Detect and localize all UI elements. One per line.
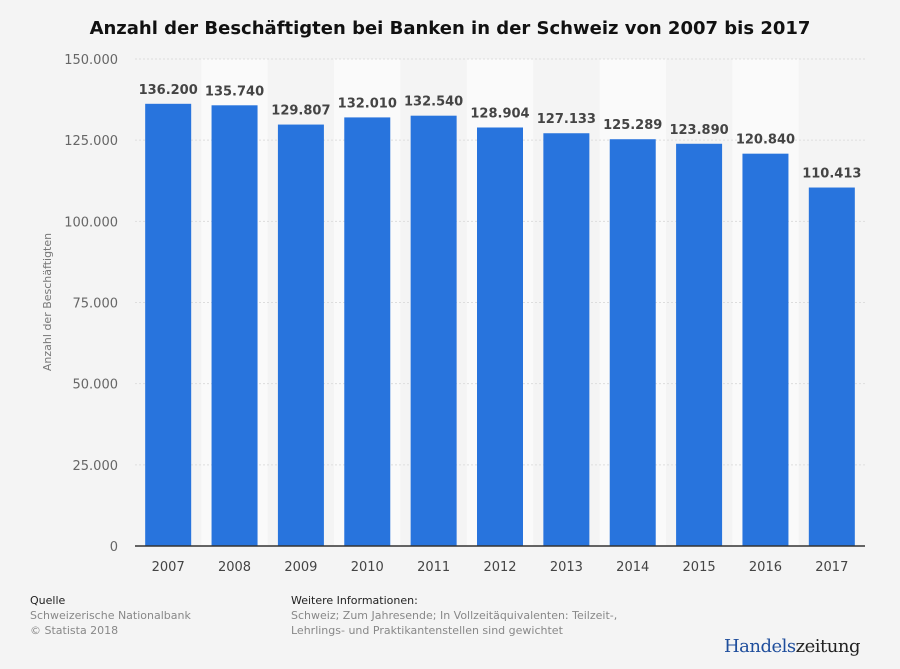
bar [543,133,590,547]
y-tick-label: 75.000 [73,297,119,312]
info-heading: Weitere Informationen: [291,594,418,607]
source-block: Quelle Schweizerische Nationalbank © Sta… [30,593,191,638]
data-label: 123.890 [669,123,728,138]
bar [211,105,258,546]
data-label: 125.289 [603,118,662,133]
x-tick-label: 2014 [616,560,649,575]
data-label: 120.840 [736,133,795,148]
data-label: 135.740 [205,84,264,99]
x-tick-label: 2010 [351,560,384,575]
x-tick-label: 2015 [683,560,716,575]
data-label: 129.807 [271,104,330,119]
y-tick-label: 125.000 [64,134,118,149]
x-tick-label: 2012 [483,560,516,575]
data-label: 110.413 [802,167,861,182]
bar [742,153,789,547]
info-line: Schweiz; Zum Jahresende; In Vollzeitäqui… [291,609,618,622]
chart-title: Anzahl der Beschäftigten bei Banken in d… [89,18,811,39]
copyright-line: © Statista 2018 [30,624,119,637]
data-label: 128.904 [470,106,529,121]
bar [410,115,457,546]
y-tick-label: 150.000 [64,53,118,68]
x-tick-label: 2013 [550,560,583,575]
y-axis-label: Anzahl der Beschäftigten [41,233,54,371]
bar [477,127,523,547]
x-tick-label: 2009 [284,560,317,575]
bar [145,103,192,546]
x-tick-label: 2008 [218,560,251,575]
y-tick-label: 100.000 [64,215,118,230]
bar [676,143,723,547]
y-tick-label: 0 [110,540,118,555]
bar [277,124,324,546]
bar-chart: 0 25.000 50.000 75.000 100.000 125.000 150.000… [41,53,865,575]
logo-part1: Handels [723,636,796,657]
y-tick-label: 25.000 [73,459,119,474]
handelszeitung-logo[interactable]: Handelszeitung [723,636,861,657]
data-label: 132.010 [338,96,397,111]
data-label: 132.540 [404,95,463,110]
source-heading: Quelle [30,594,66,607]
source-line: Schweizerische Nationalbank [30,609,191,622]
logo-part2: zeitung [795,636,861,657]
x-tick-label: 2016 [749,560,782,575]
info-line: Lehrlings- und Praktikantenstellen sind … [291,624,563,637]
x-tick-label: 2007 [152,560,185,575]
x-tick-label: 2017 [815,560,848,575]
bar [344,117,391,546]
bar [808,187,855,546]
y-tick-label: 50.000 [73,378,119,393]
data-label: 136.200 [139,83,198,98]
data-label: 127.133 [537,112,596,127]
x-tick-label: 2011 [417,560,450,575]
info-block: Weitere Informationen: Schweiz; Zum Jahr… [291,593,617,638]
bar [609,139,656,546]
